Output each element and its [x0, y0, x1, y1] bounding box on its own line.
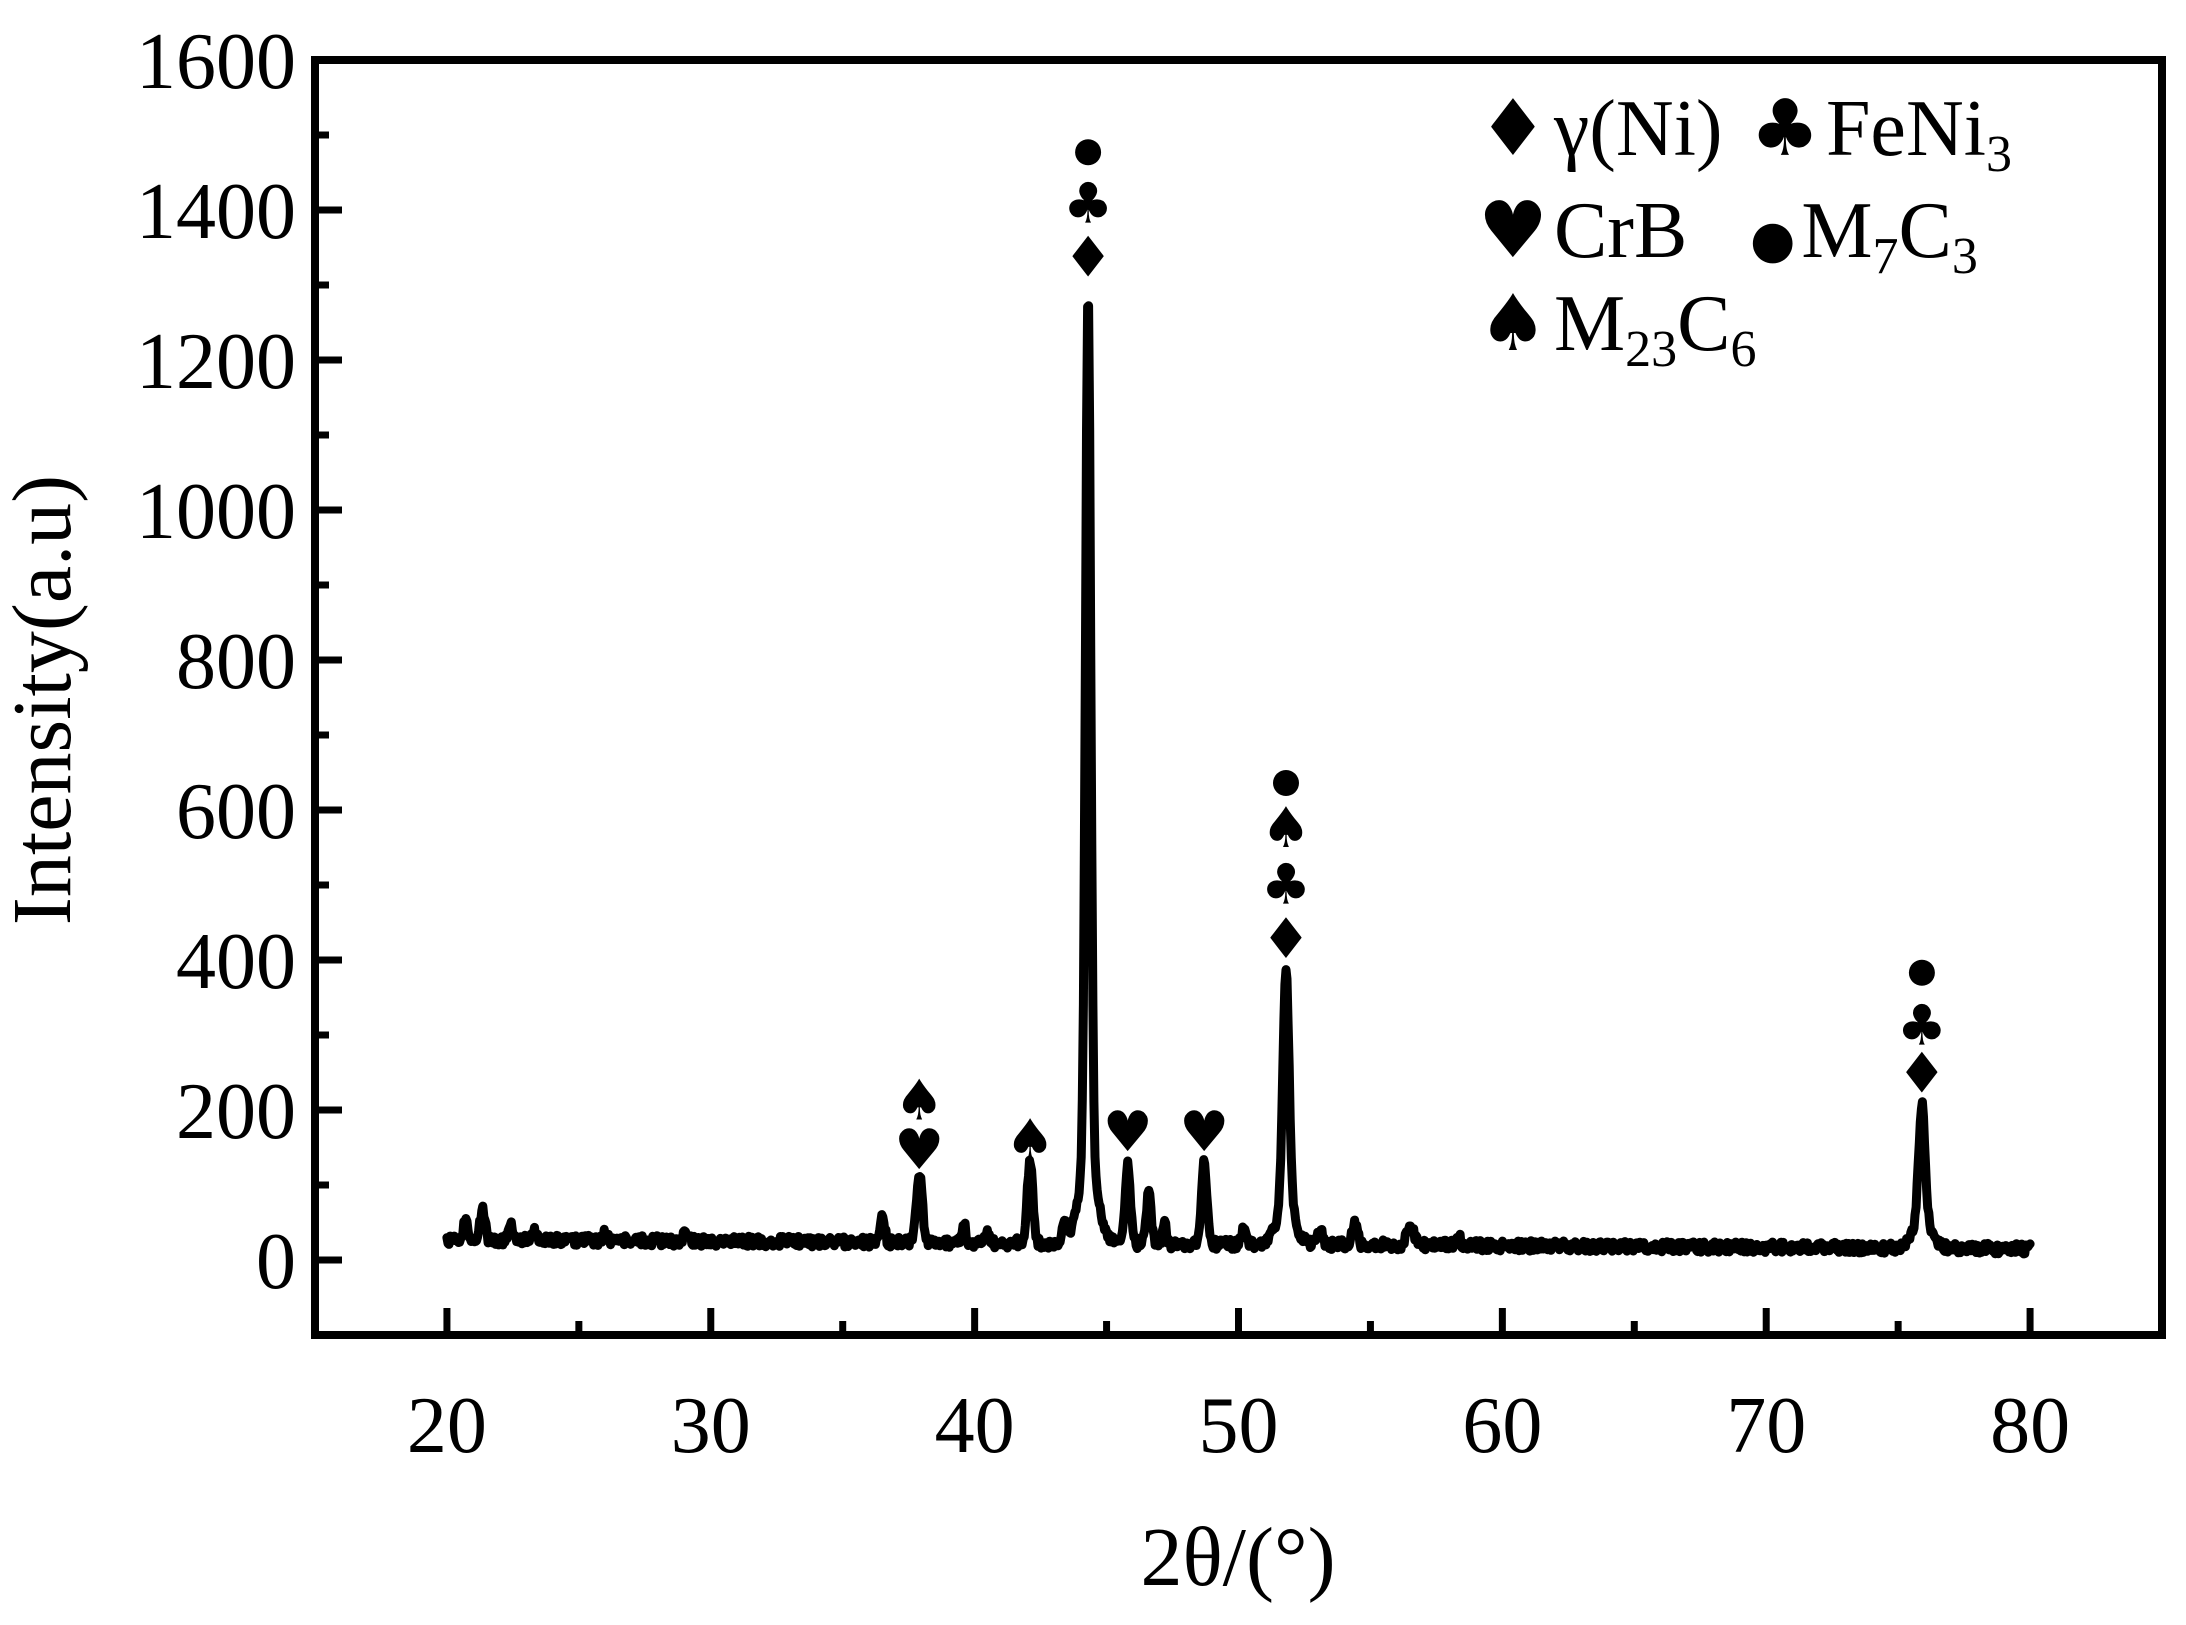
legend-label-part: CrB	[1554, 187, 1687, 275]
legend-item-spade: ♠M23C6	[1478, 279, 1756, 378]
y-tick-label-1400: 1400	[136, 168, 296, 256]
legend-label-part: C	[1899, 187, 1952, 275]
y-tick-label-1600: 1600	[136, 18, 296, 106]
diamond-icon: ♦	[1478, 84, 1548, 174]
legend-label-part: 7	[1873, 228, 1899, 285]
x-tick-label-80: 80	[1990, 1382, 2070, 1470]
peak-marker-diamond: ♦	[1261, 907, 1311, 972]
legend-label-part: M	[1801, 187, 1872, 275]
y-tick-label-400: 400	[176, 918, 296, 1006]
legend-item-diamond: ♦γ(Ni)	[1478, 84, 1723, 174]
legend-label-part: 3	[1986, 126, 2012, 183]
x-tick-label-60: 60	[1462, 1382, 1542, 1470]
peak-marker-heart: ♥	[1103, 1100, 1153, 1165]
club-icon: ♣	[1750, 84, 1820, 174]
y-tick-label-1000: 1000	[136, 468, 296, 556]
y-tick-label-800: 800	[176, 618, 296, 706]
legend-item-club: ♣FeNi3	[1750, 84, 2012, 183]
x-tick-label-70: 70	[1726, 1382, 1806, 1470]
legend-item-heart: ♥CrB	[1478, 186, 1687, 276]
x-tick-label-30: 30	[671, 1382, 751, 1470]
heart-icon: ♥	[1478, 186, 1548, 276]
y-tick-label-200: 200	[176, 1068, 296, 1156]
peak-marker-heart: ♥	[894, 1118, 944, 1183]
y-tick-label-1200: 1200	[136, 318, 296, 406]
legend-label-part: FeNi	[1826, 85, 1986, 173]
peak-marker-club: ♣	[1897, 993, 1947, 1058]
peak-marker-spade: ♠	[1005, 1108, 1055, 1173]
peak-marker-diamond: ♦	[1897, 1041, 1947, 1106]
x-tick-label-50: 50	[1199, 1382, 1279, 1470]
legend-label-part: C	[1677, 280, 1730, 368]
peak-marker-club: ♣	[1261, 852, 1311, 917]
spade-icon: ♠	[1478, 279, 1548, 369]
peak-marker-heart: ♥	[1179, 1100, 1229, 1165]
x-tick-label-20: 20	[407, 1382, 487, 1470]
peak-marker-circle	[1272, 770, 1299, 796]
x-axis-title: 2θ/(°)	[1140, 1511, 1335, 1604]
legend-label-part: γ(Ni)	[1553, 85, 1723, 173]
x-tick-label-40: 40	[935, 1382, 1015, 1470]
y-tick-label-0: 0	[256, 1218, 296, 1306]
legend-label-part: 6	[1730, 321, 1756, 378]
legend-label-part: 3	[1952, 228, 1978, 285]
xrd-trace	[442, 301, 2035, 1259]
legend-item-circle: ●M7C3	[1750, 187, 1978, 285]
y-tick-label-600: 600	[176, 768, 296, 856]
peak-marker-club: ♣	[1063, 171, 1113, 236]
peak-marker-circle	[1908, 959, 1935, 986]
peak-marker-diamond: ♦	[1063, 225, 1113, 290]
peak-marker-spade: ♠	[1261, 796, 1311, 861]
peak-marker-circle	[1075, 139, 1102, 166]
circle-icon: ●	[1750, 210, 1795, 270]
y-axis-title: Intensity(a.u)	[0, 475, 89, 925]
peak-marker-spade: ♠	[894, 1068, 944, 1133]
legend-label-part: 23	[1625, 321, 1677, 378]
legend-label-part: M	[1554, 280, 1625, 368]
